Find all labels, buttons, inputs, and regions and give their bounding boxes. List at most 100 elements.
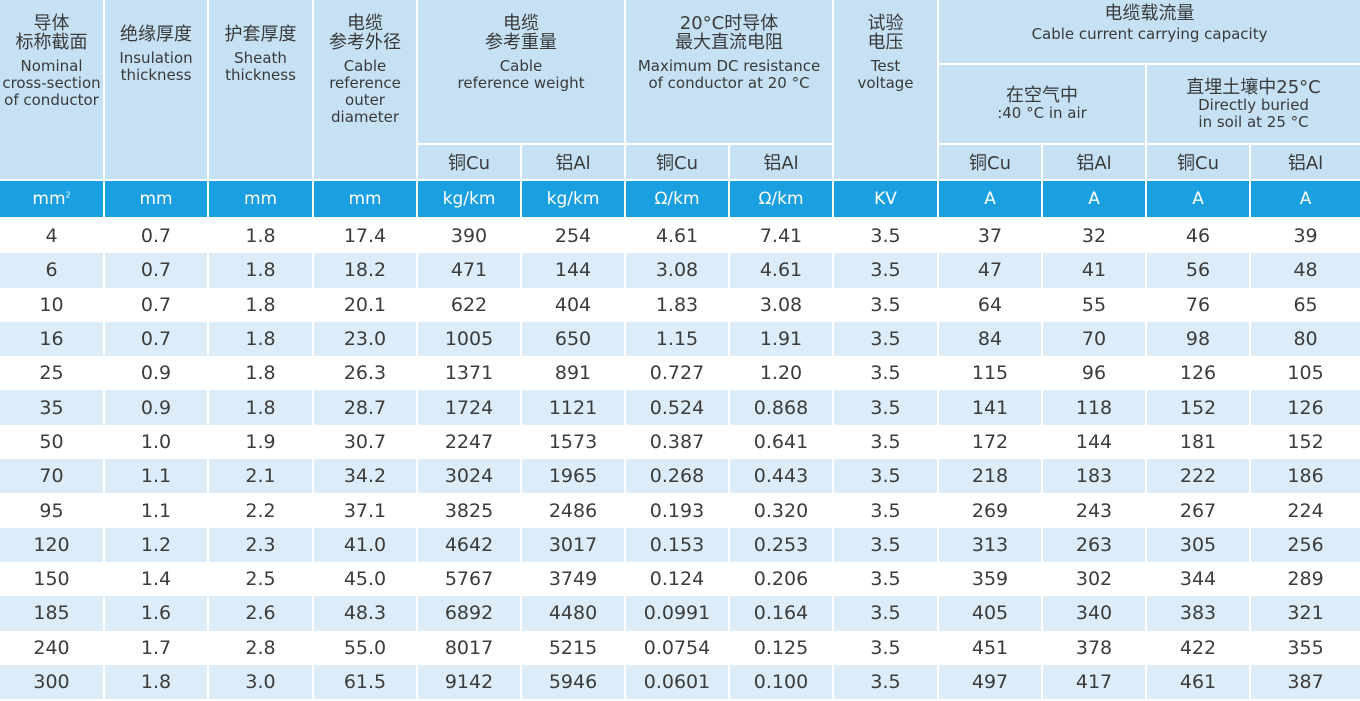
table-cell: 26.3 bbox=[313, 356, 418, 391]
header-en: Cable reference outer diameter bbox=[329, 57, 401, 126]
header-zh: 绝缘厚度 bbox=[120, 24, 192, 45]
table-cell: 4480 bbox=[521, 596, 626, 631]
table-cell: 1371 bbox=[417, 356, 522, 391]
header-weight-cu: 铜Cu bbox=[417, 144, 522, 181]
table-cell: 321 bbox=[1250, 596, 1360, 631]
table-cell: 243 bbox=[1042, 493, 1148, 528]
table-cell: 1.8 bbox=[208, 356, 314, 391]
header-en: Sheath thickness bbox=[225, 49, 296, 84]
table-cell: 0.0754 bbox=[625, 630, 730, 665]
table-cell: 10 bbox=[0, 287, 105, 322]
header-en: Test voltage bbox=[857, 57, 914, 92]
header-cable-reference-diameter: 电缆 参考外径 Cable reference outer diameter bbox=[313, 0, 418, 181]
table-cell: 3.5 bbox=[833, 459, 940, 494]
table-cell: 23.0 bbox=[313, 321, 418, 357]
header-zh: 护套厚度 bbox=[224, 24, 297, 45]
table-row: 300 1.8 3.0 61.5 9142 5946 0.0601 0.100 3.5 497 41… bbox=[0, 664, 1360, 700]
table-cell: 37 bbox=[938, 218, 1044, 254]
table-cell: 41.0 bbox=[313, 527, 418, 562]
table-cell: 34.2 bbox=[313, 459, 418, 494]
table-cell: 0.443 bbox=[729, 459, 835, 494]
table-cell: 1.8 bbox=[208, 253, 314, 288]
header-zh: 电缆 参考重量 bbox=[485, 13, 557, 53]
table-cell: 1121 bbox=[521, 390, 626, 425]
table-cell: 2.3 bbox=[208, 527, 314, 562]
table-cell: 0.524 bbox=[625, 390, 730, 425]
table-cell: 35 bbox=[0, 390, 105, 425]
table-cell: 46 bbox=[1146, 218, 1252, 254]
table-cell: 0.727 bbox=[625, 356, 730, 391]
unit-voltage: KV bbox=[833, 180, 940, 219]
table-cell: 218 bbox=[938, 459, 1044, 494]
table-cell: 451 bbox=[938, 630, 1044, 665]
table-cell: 383 bbox=[1146, 596, 1252, 631]
unit-sheath: mm bbox=[208, 180, 314, 219]
table-cell: 0.7 bbox=[104, 287, 209, 322]
table-cell: 0.868 bbox=[729, 390, 835, 425]
table-cell: 1.20 bbox=[729, 356, 835, 391]
table-cell: 181 bbox=[1146, 424, 1252, 460]
table-cell: 3.5 bbox=[833, 218, 940, 254]
unit-area-base: mm bbox=[32, 189, 66, 209]
table-cell: 300 bbox=[0, 664, 105, 700]
header-buried-in-soil: 直埋土壤中25°C Directly buried in soil at 25 … bbox=[1146, 64, 1360, 145]
table-cell: 3.5 bbox=[833, 287, 940, 322]
table-cell: 2.8 bbox=[208, 630, 314, 665]
table-cell: 3.5 bbox=[833, 561, 940, 597]
header-current-carrying-capacity: 电缆载流量 Cable current carrying capacity bbox=[938, 0, 1360, 65]
table-cell: 4.61 bbox=[729, 253, 835, 288]
table-cell: 105 bbox=[1250, 356, 1360, 391]
table-cell: 115 bbox=[938, 356, 1044, 391]
header-max-dc-resistance: 20°C时导体 最大直流电阻 Maximum DC resistance of … bbox=[625, 0, 835, 145]
table-cell: 1724 bbox=[417, 390, 522, 425]
table-cell: 0.206 bbox=[729, 561, 835, 597]
table-cell: 313 bbox=[938, 527, 1044, 562]
table-cell: 1573 bbox=[521, 424, 626, 460]
table-cell: 0.124 bbox=[625, 561, 730, 597]
table-cell: 152 bbox=[1146, 390, 1252, 425]
table-cell: 302 bbox=[1042, 561, 1148, 597]
table-cell: 47 bbox=[938, 253, 1044, 288]
unit-area-superscript: 2 bbox=[65, 190, 71, 200]
unit-weight-al: kg/km bbox=[521, 180, 626, 219]
table-cell: 152 bbox=[1250, 424, 1360, 460]
table-cell: 1005 bbox=[417, 321, 522, 357]
table-cell: 1.7 bbox=[104, 630, 209, 665]
header-test-voltage: 试验 电压 Test voltage bbox=[833, 0, 940, 181]
table-cell: 1.8 bbox=[208, 390, 314, 425]
table-cell: 622 bbox=[417, 287, 522, 322]
table-cell: 2.5 bbox=[208, 561, 314, 597]
table-cell: 3.5 bbox=[833, 493, 940, 528]
table-cell: 263 bbox=[1042, 527, 1148, 562]
table-row: 50 1.0 1.9 30.7 2247 1573 0.387 0.641 3.5 172 144 1… bbox=[0, 424, 1360, 460]
table-cell: 650 bbox=[521, 321, 626, 357]
table-cell: 0.7 bbox=[104, 321, 209, 357]
header-en: Directly buried in soil at 25 °C bbox=[1198, 95, 1309, 131]
table-cell: 25 bbox=[0, 356, 105, 391]
table-cell: 471 bbox=[417, 253, 522, 288]
table-cell: 359 bbox=[938, 561, 1044, 597]
header-zh: 试验 电压 bbox=[867, 13, 904, 53]
table-cell: 5767 bbox=[417, 561, 522, 597]
table-cell: 141 bbox=[938, 390, 1044, 425]
table-cell: 172 bbox=[938, 424, 1044, 460]
table-cell: 0.125 bbox=[729, 630, 835, 665]
table-cell: 80 bbox=[1250, 321, 1360, 357]
header-in-air: 在空气中 :40 °C in air bbox=[938, 64, 1148, 145]
table-cell: 16 bbox=[0, 321, 105, 357]
table-cell: 3.08 bbox=[729, 287, 835, 322]
header-zh: 导体 标称截面 bbox=[15, 13, 88, 53]
header-zh: 电缆载流量 bbox=[1104, 3, 1195, 24]
table-row: 150 1.4 2.5 45.0 5767 3749 0.124 0.206 3.5 359 302… bbox=[0, 561, 1360, 597]
table-cell: 0.7 bbox=[104, 253, 209, 288]
table-cell: 0.193 bbox=[625, 493, 730, 528]
table-cell: 1.8 bbox=[104, 664, 209, 700]
table-cell: 0.9 bbox=[104, 356, 209, 391]
table-cell: 2.6 bbox=[208, 596, 314, 631]
table-cell: 891 bbox=[521, 356, 626, 391]
table-cell: 84 bbox=[938, 321, 1044, 357]
table-cell: 70 bbox=[0, 459, 105, 494]
table-cell: 3.0 bbox=[208, 664, 314, 700]
table-cell: 340 bbox=[1042, 596, 1148, 631]
table-cell: 70 bbox=[1042, 321, 1148, 357]
